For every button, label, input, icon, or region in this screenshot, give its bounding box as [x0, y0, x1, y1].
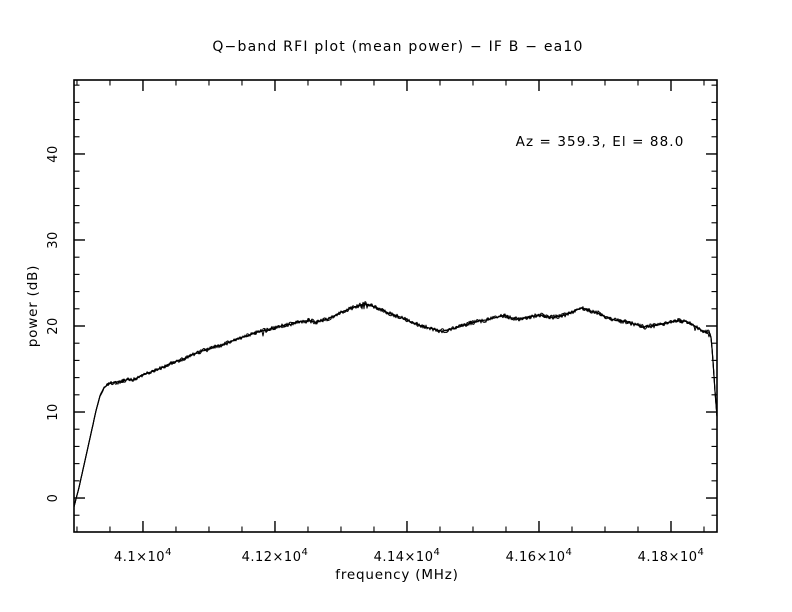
y-tick-labels: 0 10 20 30 40 [46, 145, 61, 502]
x-tick-label: 4.12×104 [242, 547, 309, 565]
plot-frame [73, 79, 718, 533]
y-axis-label: power (dB) [25, 265, 41, 347]
mean-power-noise-band [73, 301, 718, 508]
x-tick-label: 4.16×104 [506, 547, 573, 565]
y-tick-label: 40 [46, 145, 61, 163]
pointing-annotation: Az = 359.3, El = 88.0 [516, 134, 685, 150]
chart-title: Q−band RFI plot (mean power) − IF B − ea… [212, 39, 583, 55]
mean-power-noise-band [73, 302, 718, 506]
y-tick-label: 20 [46, 317, 61, 335]
x-tick-labels: 4.1×104 4.12×104 4.14×104 4.16×104 4.18×104 [114, 547, 704, 565]
x-axis-label: frequency (MHz) [335, 567, 458, 583]
axis-ticks [74, 80, 717, 532]
y-tick-label: 10 [46, 403, 61, 421]
x-tick-label: 4.14×104 [374, 547, 441, 565]
mean-power-curve [73, 301, 718, 508]
mean-power-line [73, 303, 718, 507]
x-tick-label: 4.18×104 [638, 547, 705, 565]
x-tick-label: 4.1×104 [114, 547, 172, 565]
y-tick-label: 0 [46, 494, 61, 503]
y-tick-label: 30 [46, 231, 61, 249]
